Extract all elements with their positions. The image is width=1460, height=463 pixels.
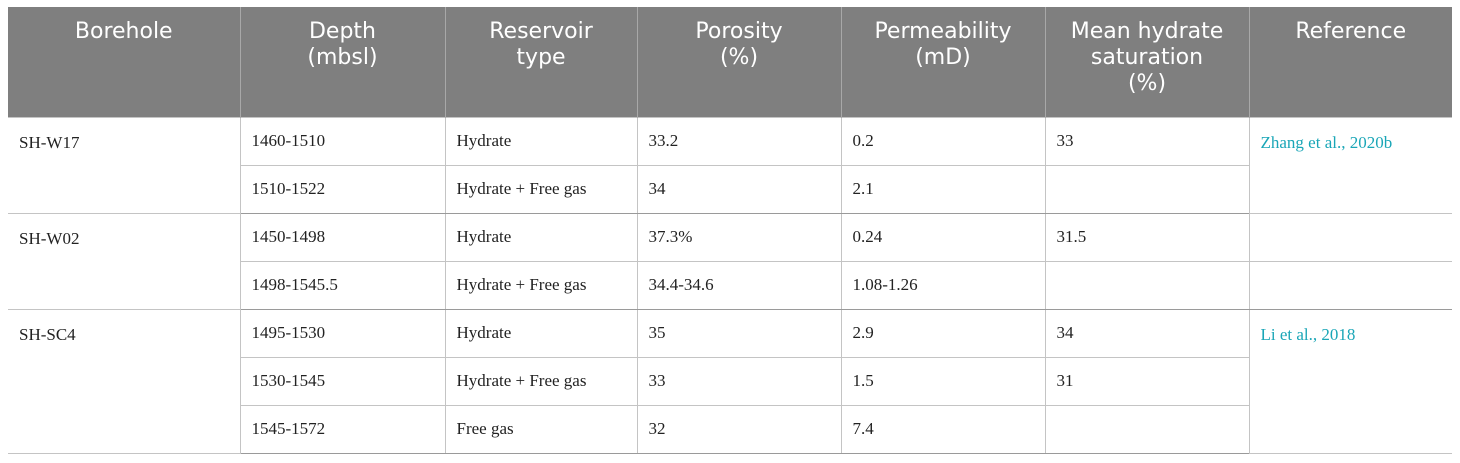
reference-cell: Li et al., 2018 xyxy=(1248,308,1452,454)
header-row: Borehole Depth (mbsl) Reservoir type Poros… xyxy=(8,7,1452,117)
hydrate-reservoir-table: Borehole Depth (mbsl) Reservoir type Poros… xyxy=(8,7,1452,454)
permeability-cell: 2.1 xyxy=(840,164,1046,214)
depth-cell: 1460-1510 xyxy=(239,116,446,166)
saturation-cell: 34 xyxy=(1044,308,1250,358)
borehole-cell: SH-SC4 xyxy=(8,308,241,454)
reservoir-type-cell: Free gas xyxy=(444,404,638,454)
header-depth: Depth (mbsl) xyxy=(239,7,445,117)
reference-link[interactable]: Li et al., 2018 xyxy=(1260,324,1356,344)
header-permeability: Permeability (mD) xyxy=(840,7,1045,117)
reservoir-type-cell: Hydrate xyxy=(444,116,638,166)
permeability-cell: 7.4 xyxy=(840,404,1046,454)
table-row: SH-SC4 1495-1530 Hydrate 35 2.9 34 Li et… xyxy=(8,308,1452,454)
porosity-cell: 33 xyxy=(636,356,842,406)
reservoir-type-cell: Hydrate xyxy=(444,308,638,358)
table-row: 1498-1545.5 Hydrate + Free gas 34.4-34.6… xyxy=(8,260,1452,310)
reference-link[interactable]: Zhang et al., 2020b xyxy=(1260,132,1393,152)
borehole-cell: SH-W17 xyxy=(8,116,241,214)
porosity-cell: 35 xyxy=(636,308,842,358)
reference-cell xyxy=(1248,212,1452,262)
saturation-cell xyxy=(1044,260,1250,310)
permeability-cell: 0.24 xyxy=(840,212,1046,262)
header-reservoir-type: Reservoir type xyxy=(444,7,637,117)
porosity-cell: 32 xyxy=(636,404,842,454)
porosity-cell: 33.2 xyxy=(636,116,842,166)
header-reference: Reference xyxy=(1248,7,1452,117)
saturation-cell xyxy=(1044,404,1249,454)
porosity-cell: 34.4-34.6 xyxy=(636,260,842,310)
table-row: 1545-1572 Free gas 32 7.4 xyxy=(8,404,1452,454)
reference-cell: Zhang et al., 2020b xyxy=(1248,116,1452,214)
porosity-cell: 34 xyxy=(636,164,842,214)
header-porosity: Porosity (%) xyxy=(636,7,841,117)
depth-cell: 1510-1522 xyxy=(240,164,446,214)
depth-cell: 1530-1545 xyxy=(240,356,446,406)
depth-cell: 1498-1545.5 xyxy=(240,260,446,310)
reference-cell xyxy=(1248,260,1452,310)
saturation-cell xyxy=(1044,164,1249,214)
reservoir-type-cell: Hydrate + Free gas xyxy=(444,356,638,406)
reservoir-type-cell: Hydrate + Free gas xyxy=(444,164,638,214)
saturation-cell: 31 xyxy=(1044,356,1249,406)
permeability-cell: 0.2 xyxy=(840,116,1046,166)
table-row: 1530-1545 Hydrate + Free gas 33 1.5 31 xyxy=(8,356,1452,406)
reservoir-type-cell: Hydrate xyxy=(444,212,638,262)
header-mean-hydrate-saturation: Mean hydrate saturation (%) xyxy=(1044,7,1249,117)
permeability-cell: 1.08-1.26 xyxy=(840,260,1046,310)
saturation-cell: 33 xyxy=(1044,116,1250,166)
depth-cell: 1450-1498 xyxy=(239,212,446,262)
header-borehole: Borehole xyxy=(8,7,240,117)
saturation-cell: 31.5 xyxy=(1044,212,1250,262)
reservoir-type-cell: Hydrate + Free gas xyxy=(444,260,638,310)
table-row: SH-W02 1450-1498 Hydrate 37.3% 0.24 31.5 xyxy=(8,212,1452,310)
depth-cell: 1495-1530 xyxy=(239,308,446,358)
table-row: SH-W17 1460-1510 Hydrate 33.2 0.2 33 Zha… xyxy=(8,116,1452,214)
borehole-cell: SH-W02 xyxy=(8,212,241,310)
depth-cell: 1545-1572 xyxy=(240,404,446,454)
porosity-cell: 37.3% xyxy=(636,212,842,262)
permeability-cell: 2.9 xyxy=(840,308,1046,358)
permeability-cell: 1.5 xyxy=(840,356,1046,406)
